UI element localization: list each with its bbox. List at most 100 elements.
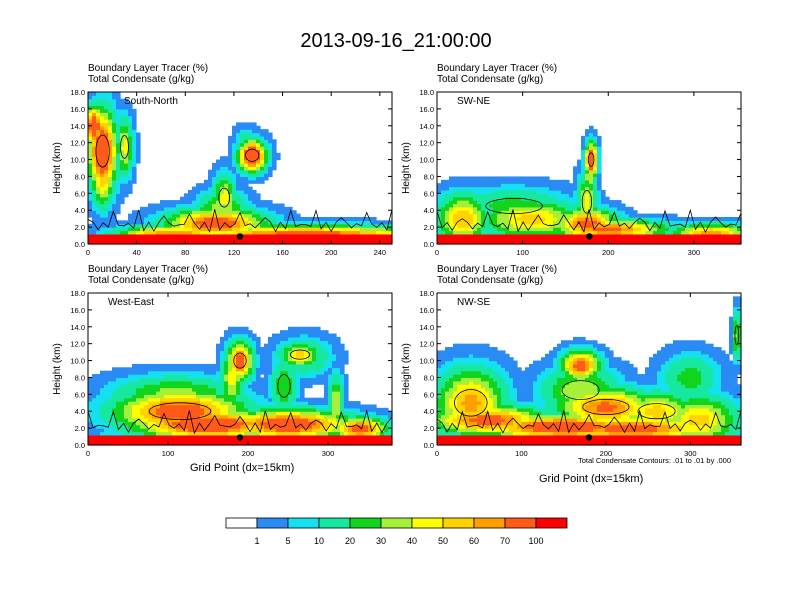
panel-1-tracer-field bbox=[88, 92, 393, 245]
panel-4-ytick-label: 8.0 bbox=[424, 373, 434, 382]
colorbar-label: 50 bbox=[438, 536, 448, 546]
panel-3-ytick-label: 14.0 bbox=[70, 323, 85, 332]
panel-1-xtick-label: 40 bbox=[132, 248, 140, 257]
panel-1-terrain-contour bbox=[87, 208, 393, 233]
panel-2-label: SW-NE bbox=[457, 96, 490, 107]
panel-4-subtitle-condensate: Total Condensate (g/kg) bbox=[437, 275, 544, 286]
panel-4-ytick-label: 4.0 bbox=[424, 407, 434, 416]
panel-1-location-marker bbox=[236, 233, 244, 240]
panel-1-xtick-label: 120 bbox=[228, 248, 241, 257]
panel-1-ytick-label: 16.0 bbox=[70, 105, 85, 114]
panel-3-ytick-label: 18.0 bbox=[70, 289, 85, 298]
panel-1-label: South-North bbox=[124, 96, 178, 107]
panel-4-condensate-contours bbox=[436, 325, 742, 434]
panel-4-ytick-label: 12.0 bbox=[419, 340, 434, 349]
panel-4: 0.0 2.0 4.0 6.0 8.0 10.0 12.0 14.0 16.0 18.0 0 100 2… bbox=[401, 289, 742, 458]
panel-2-ytick-label: 14.0 bbox=[419, 122, 434, 131]
panel-2-frame bbox=[436, 91, 742, 245]
panel-1-subtitle-condensate: Total Condensate (g/kg) bbox=[88, 74, 195, 85]
panel-3-terrain-contour bbox=[87, 409, 393, 435]
colorbar-swatch bbox=[504, 517, 537, 529]
colorbar-swatch bbox=[287, 517, 320, 529]
panel-2-location-marker bbox=[586, 233, 593, 240]
panel-2-xtick-label: 100 bbox=[516, 248, 529, 257]
colorbar-label: 10 bbox=[314, 536, 324, 546]
panel-1-ytick-label: 12.0 bbox=[70, 139, 85, 148]
colorbar-label: 20 bbox=[345, 536, 355, 546]
panel-3-ytick-label: 8.0 bbox=[75, 373, 85, 382]
colorbar-swatch bbox=[318, 517, 351, 529]
colorbar-label: 70 bbox=[500, 536, 510, 546]
panel-1-ytick-label: 10.0 bbox=[70, 156, 85, 165]
panel-2-xtick-label: 300 bbox=[688, 248, 701, 257]
panel-2: 0.0 2.0 4.0 6.0 8.0 10.0 12.0 14.0 16.0 18.0 0 100 2… bbox=[401, 88, 742, 257]
colorbar-swatch bbox=[380, 517, 413, 529]
panel-4-xtick-label: 300 bbox=[684, 449, 697, 458]
panel-2-ytick-label: 10.0 bbox=[419, 156, 434, 165]
panel-3-ytick-label: 4.0 bbox=[75, 407, 85, 416]
panel-2-ytick-label: 18.0 bbox=[419, 88, 434, 97]
panel-3-frame bbox=[87, 292, 393, 446]
colorbar-swatch bbox=[473, 517, 506, 529]
panel-4-ylabel: Height (km) bbox=[401, 343, 412, 395]
panel-2-subtitle: Boundary Layer Tracer (%) Total Condensa… bbox=[437, 63, 557, 85]
panel-4-ytick-label: 18.0 bbox=[419, 289, 434, 298]
panel-2-ytick-label: 16.0 bbox=[419, 105, 434, 114]
panel-1-condensate-contours bbox=[87, 134, 393, 233]
panel-4-subtitle-tracer: Boundary Layer Tracer (%) bbox=[437, 264, 558, 275]
panel-1-subtitle-tracer: Boundary Layer Tracer (%) bbox=[88, 63, 209, 74]
panel-1-ytick-label: 0.0 bbox=[75, 240, 85, 249]
contour-note: Total Condensate Contours: .01 to .01 by… bbox=[578, 456, 732, 465]
panel-4-tracer-field bbox=[437, 296, 742, 446]
panel-2-subtitle-tracer: Boundary Layer Tracer (%) bbox=[437, 63, 558, 74]
figure-title: 2013-09-16_21:00:00 bbox=[300, 30, 492, 52]
panel-2-terrain-contour bbox=[436, 208, 742, 233]
panel-3-xtick-label: 0 bbox=[86, 449, 90, 458]
panel-3-subtitle-condensate: Total Condensate (g/kg) bbox=[88, 275, 195, 286]
panel-3-xtick-label: 300 bbox=[322, 449, 335, 458]
panel-3-condensate-contours bbox=[87, 349, 393, 435]
panel-3-tracer-field bbox=[88, 326, 393, 446]
panel-2-ylabel: Height (km) bbox=[401, 142, 412, 194]
panel-2-ytick-label: 2.0 bbox=[424, 223, 434, 232]
panel-2-xtick-label: 200 bbox=[602, 248, 615, 257]
colorbar: 1 5 10 20 30 40 50 60 70 100 bbox=[225, 517, 568, 546]
panel-4-ytick-label: 16.0 bbox=[419, 306, 434, 315]
panel-1-xtick-label: 200 bbox=[325, 248, 338, 257]
panel-2-ytick-label: 6.0 bbox=[424, 189, 434, 198]
panel-1: 0.0 2.0 4.0 6.0 8.0 10.0 12.0 14.0 16.0 18.0 0 40 80… bbox=[52, 88, 393, 257]
panel-1-xtick-label: 160 bbox=[276, 248, 289, 257]
panel-4-ytick-label: 6.0 bbox=[424, 390, 434, 399]
panel-1-ytick-label: 8.0 bbox=[75, 172, 85, 181]
panel-1-ytick-label: 14.0 bbox=[70, 122, 85, 131]
panel-3-xtick-label: 100 bbox=[162, 449, 175, 458]
panel-3-ylabel: Height (km) bbox=[52, 343, 63, 395]
panel-4-label: NW-SE bbox=[457, 297, 490, 308]
panel-4-subtitle: Boundary Layer Tracer (%) Total Condensa… bbox=[437, 264, 557, 286]
panel-3-ytick-label: 10.0 bbox=[70, 357, 85, 366]
panel-1-xtick-label: 240 bbox=[374, 248, 387, 257]
colorbar-swatch bbox=[256, 517, 289, 529]
panel-3-ytick-label: 16.0 bbox=[70, 306, 85, 315]
panel-2-condensate-contours bbox=[436, 152, 742, 233]
panel-1-ytick-label: 4.0 bbox=[75, 206, 85, 215]
panel-3-ytick-label: 12.0 bbox=[70, 340, 85, 349]
panel-2-ytick-label: 0.0 bbox=[424, 240, 434, 249]
panel-1-xtick-label: 0 bbox=[86, 248, 90, 257]
panel-2-subtitle-condensate: Total Condensate (g/kg) bbox=[437, 74, 544, 85]
colorbar-label: 40 bbox=[407, 536, 417, 546]
panel-2-ytick-label: 4.0 bbox=[424, 206, 434, 215]
colorbar-label: 30 bbox=[376, 536, 386, 546]
panel-2-tracer-field bbox=[437, 125, 742, 245]
panel-3-xlabel: Grid Point (dx=15km) bbox=[190, 462, 295, 474]
colorbar-swatch bbox=[442, 517, 475, 529]
colorbar-label: 60 bbox=[469, 536, 479, 546]
panel-1-ytick-label: 18.0 bbox=[70, 88, 85, 97]
panel-1-xtick-label: 80 bbox=[181, 248, 189, 257]
panel-4-xtick-label: 100 bbox=[515, 449, 528, 458]
panel-1-ytick-label: 6.0 bbox=[75, 189, 85, 198]
colorbar-swatch bbox=[535, 517, 568, 529]
panel-1-subtitle: Boundary Layer Tracer (%) Total Condensa… bbox=[88, 63, 208, 85]
panel-2-ytick-label: 12.0 bbox=[419, 139, 434, 148]
